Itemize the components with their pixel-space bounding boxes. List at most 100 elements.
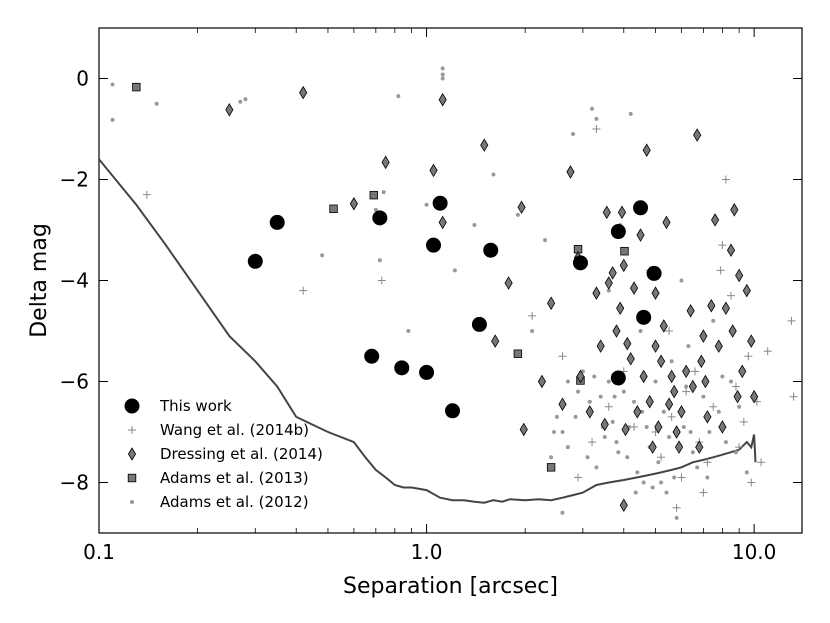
point-dot: [711, 318, 716, 323]
point-plus: [757, 458, 766, 467]
point-diamond: [623, 336, 632, 351]
legend-label: Dressing et al. (2014): [160, 445, 323, 463]
point-diamond: [693, 128, 702, 142]
point-diamond: [657, 354, 666, 369]
point-plus: [630, 422, 639, 431]
point-dot: [674, 515, 679, 520]
point-plus: [731, 382, 740, 391]
point-plus: [789, 392, 798, 401]
point-dot: [565, 445, 570, 450]
point-dot: [633, 490, 638, 495]
legend-marker-dot: [130, 500, 134, 504]
point-plus: [592, 125, 601, 133]
legend-label: This work: [159, 397, 232, 415]
point-diamond: [651, 339, 660, 353]
point-dot: [695, 465, 700, 470]
point-circle-large: [432, 195, 448, 211]
point-dot: [729, 379, 734, 384]
legend-label: Adams et al. (2013): [160, 469, 309, 487]
point-dot: [705, 475, 710, 480]
point-diamond: [726, 243, 736, 257]
point-dot: [635, 470, 640, 475]
point-diamond: [558, 397, 567, 412]
point-dot: [716, 409, 721, 414]
legend-label: Adams et al. (2012): [160, 493, 309, 511]
point-dot: [552, 430, 557, 434]
point-dot: [373, 207, 378, 212]
point-plus: [665, 327, 674, 335]
point-diamond: [677, 405, 686, 419]
point-dot: [661, 409, 666, 414]
point-dot: [573, 414, 578, 419]
y-tick-label: 0: [76, 67, 89, 91]
point-dot: [653, 379, 658, 384]
point-plus: [718, 241, 727, 250]
point-diamond: [596, 339, 605, 353]
point-diamond: [429, 163, 438, 178]
point-plus: [709, 402, 718, 411]
point-circle-large: [610, 224, 626, 240]
point-diamond: [349, 196, 358, 211]
point-diamond: [697, 354, 706, 369]
point-circle-large: [426, 237, 442, 253]
point-diamond: [721, 301, 730, 316]
point-dot: [621, 389, 626, 394]
point-plus: [528, 311, 537, 320]
point-diamond: [675, 440, 684, 454]
legend-marker-plus: [128, 426, 136, 434]
point-square: [369, 190, 378, 200]
point-diamond: [738, 364, 747, 379]
point-dot: [612, 394, 617, 399]
point-circle-large: [394, 360, 410, 376]
point-dot: [598, 394, 603, 399]
point-diamond: [480, 138, 489, 152]
point-dot: [440, 72, 445, 77]
point-circle-large: [572, 255, 588, 271]
point-dot: [320, 253, 325, 258]
point-diamond: [651, 286, 660, 300]
point-dot: [594, 465, 599, 470]
point-plus: [377, 276, 386, 285]
point-dot: [684, 384, 689, 389]
point-plus: [747, 478, 756, 487]
point-circle-large: [269, 214, 285, 230]
point-circle-large: [419, 364, 435, 380]
point-dot: [659, 480, 664, 485]
point-diamond: [576, 369, 585, 384]
point-diamond: [517, 200, 526, 215]
point-diamond: [612, 324, 621, 338]
point-dot: [154, 101, 159, 106]
point-diamond: [747, 334, 756, 348]
point-plus: [721, 175, 730, 184]
point-plus: [703, 458, 712, 467]
point-dot: [723, 440, 728, 445]
point-diamond: [225, 103, 234, 117]
point-dot: [452, 268, 457, 273]
point-diamond: [566, 165, 575, 179]
point-diamond: [626, 351, 635, 366]
point-plus: [739, 417, 748, 426]
legend-marker-circle-large: [124, 398, 140, 414]
y-axis-label: Delta mag: [27, 223, 52, 338]
point-dot: [625, 455, 630, 460]
point-dot: [576, 389, 581, 394]
point-diamond: [672, 425, 681, 439]
point-dot: [554, 414, 559, 419]
point-diamond: [602, 205, 611, 220]
point-plus: [744, 352, 753, 361]
point-circle-large: [610, 370, 626, 386]
point-diamond: [604, 276, 613, 290]
point-diamond: [616, 301, 625, 316]
point-diamond: [682, 364, 691, 379]
point-diamond: [630, 281, 639, 295]
point-dot: [565, 379, 570, 384]
point-dot: [632, 399, 637, 404]
point-dot: [472, 222, 477, 227]
x-tick-label: 1.0: [411, 540, 443, 564]
point-plus: [735, 443, 744, 452]
point-plus: [763, 347, 772, 356]
legend-marker-square: [127, 473, 137, 483]
point-dot: [530, 329, 535, 333]
point-plus: [604, 402, 613, 411]
